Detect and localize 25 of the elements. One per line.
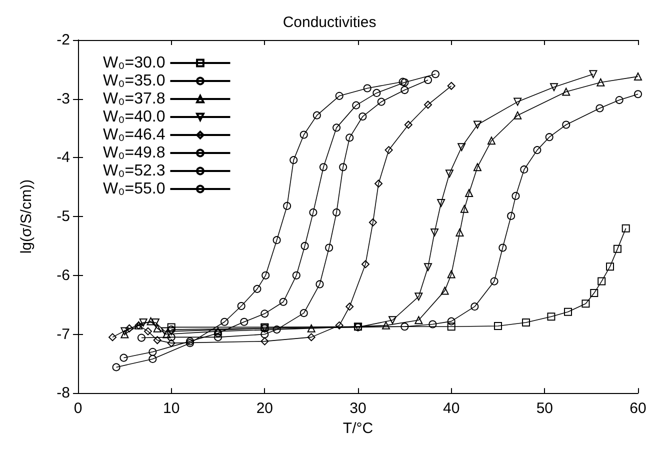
y-tick-label: -3: [56, 90, 70, 108]
y-tick-label: -8: [56, 384, 70, 402]
legend-label: W₀=55.0: [102, 180, 166, 198]
legend-label: W₀=49.8: [102, 144, 166, 162]
x-tick-label: 30: [350, 400, 366, 418]
y-tick-label: -7: [56, 326, 70, 343]
y-tick-label: -4: [56, 149, 70, 166]
y-tick-label: -2: [56, 32, 70, 48]
legend-label: W₀=30.0: [102, 54, 166, 72]
legend-label: W₀=52.3: [102, 162, 166, 180]
x-tick-label: 60: [630, 400, 646, 418]
x-tick-label: 10: [162, 400, 180, 418]
x-tick-label: 20: [256, 400, 274, 418]
legend-label: W₀=37.8: [102, 90, 166, 108]
y-tick-label: -6: [56, 266, 70, 284]
y-tick-label: -5: [56, 208, 70, 226]
y-axis-title: lg(σ/S/cm)): [18, 179, 35, 254]
x-tick-label: 50: [536, 400, 554, 418]
x-tick-label: 0: [74, 400, 82, 418]
x-axis-title: T/°C: [342, 420, 374, 437]
chart-title: Conductivities: [282, 14, 376, 31]
legend-label: W₀=35.0: [102, 72, 166, 90]
x-tick-label: 40: [442, 400, 460, 418]
legend-label: W₀=40.0: [102, 108, 166, 126]
legend-label: W₀=46.4: [102, 126, 166, 144]
